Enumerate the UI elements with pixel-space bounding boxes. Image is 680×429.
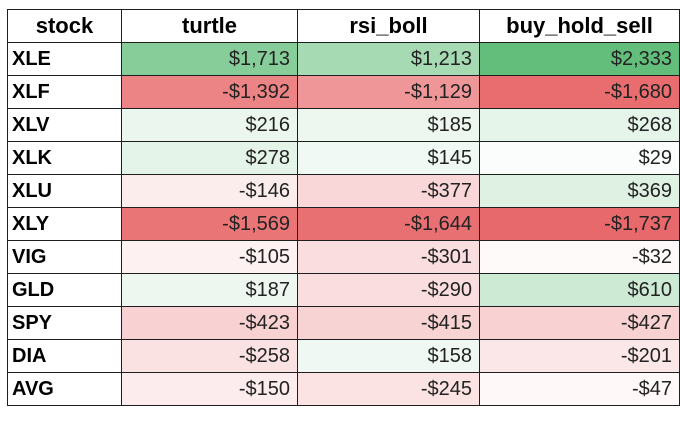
value-cell-buy-hold-sell[interactable]: $268 <box>479 108 680 142</box>
value-cell-buy-hold-sell[interactable]: $2,333 <box>479 42 680 76</box>
value-cell-buy-hold-sell[interactable]: -$1,737 <box>479 207 680 241</box>
value-cell-buy-hold-sell[interactable]: -$427 <box>479 306 680 340</box>
table-body: XLE $1,713 $1,213 $2,333 XLF -$1,392 -$1,129 -$… <box>7 42 680 406</box>
spreadsheet-region: stock turtle rsi_boll buy_hold_sell XLE $… <box>7 9 680 406</box>
stock-cell[interactable]: XLK <box>7 141 122 175</box>
table-row: SPY -$423 -$415 -$427 <box>7 306 680 340</box>
value-cell-rsi-boll[interactable]: -$290 <box>297 273 480 307</box>
value-cell-rsi-boll[interactable]: -$245 <box>297 372 480 406</box>
stock-cell[interactable]: DIA <box>7 339 122 373</box>
table-row: DIA -$258 $158 -$201 <box>7 339 680 373</box>
value-cell-turtle[interactable]: -$105 <box>121 240 298 274</box>
returns-table: stock turtle rsi_boll buy_hold_sell XLE $… <box>7 9 680 406</box>
value-cell-buy-hold-sell[interactable]: $369 <box>479 174 680 208</box>
stock-cell[interactable]: XLF <box>7 75 122 109</box>
value-cell-turtle[interactable]: -$146 <box>121 174 298 208</box>
table-row: XLV $216 $185 $268 <box>7 108 680 142</box>
table-row: XLK $278 $145 $29 <box>7 141 680 175</box>
table-row: XLU -$146 -$377 $369 <box>7 174 680 208</box>
value-cell-turtle[interactable]: -$150 <box>121 372 298 406</box>
value-cell-turtle[interactable]: $1,713 <box>121 42 298 76</box>
header-buy-hold-sell[interactable]: buy_hold_sell <box>479 9 680 43</box>
stock-cell[interactable]: XLV <box>7 108 122 142</box>
value-cell-rsi-boll[interactable]: $158 <box>297 339 480 373</box>
stock-cell[interactable]: SPY <box>7 306 122 340</box>
value-cell-turtle[interactable]: -$1,392 <box>121 75 298 109</box>
value-cell-turtle[interactable]: -$258 <box>121 339 298 373</box>
table-row: GLD $187 -$290 $610 <box>7 273 680 307</box>
header-rsi-boll[interactable]: rsi_boll <box>297 9 480 43</box>
value-cell-rsi-boll[interactable]: -$1,129 <box>297 75 480 109</box>
stock-cell[interactable]: XLE <box>7 42 122 76</box>
value-cell-buy-hold-sell[interactable]: $29 <box>479 141 680 175</box>
table-row: XLF -$1,392 -$1,129 -$1,680 <box>7 75 680 109</box>
value-cell-rsi-boll[interactable]: -$301 <box>297 240 480 274</box>
table-row: XLE $1,713 $1,213 $2,333 <box>7 42 680 76</box>
header-turtle[interactable]: turtle <box>121 9 298 43</box>
stock-cell[interactable]: XLY <box>7 207 122 241</box>
value-cell-turtle[interactable]: -$423 <box>121 306 298 340</box>
value-cell-turtle[interactable]: $187 <box>121 273 298 307</box>
value-cell-rsi-boll[interactable]: $145 <box>297 141 480 175</box>
value-cell-buy-hold-sell[interactable]: -$32 <box>479 240 680 274</box>
table-row: XLY -$1,569 -$1,644 -$1,737 <box>7 207 680 241</box>
value-cell-rsi-boll[interactable]: $1,213 <box>297 42 480 76</box>
value-cell-rsi-boll[interactable]: -$377 <box>297 174 480 208</box>
value-cell-buy-hold-sell[interactable]: -$201 <box>479 339 680 373</box>
value-cell-turtle[interactable]: $278 <box>121 141 298 175</box>
value-cell-turtle[interactable]: $216 <box>121 108 298 142</box>
value-cell-buy-hold-sell[interactable]: $610 <box>479 273 680 307</box>
value-cell-rsi-boll[interactable]: $185 <box>297 108 480 142</box>
table-row: VIG -$105 -$301 -$32 <box>7 240 680 274</box>
value-cell-rsi-boll[interactable]: -$1,644 <box>297 207 480 241</box>
header-stock[interactable]: stock <box>7 9 122 43</box>
value-cell-rsi-boll[interactable]: -$415 <box>297 306 480 340</box>
value-cell-buy-hold-sell[interactable]: -$1,680 <box>479 75 680 109</box>
value-cell-turtle[interactable]: -$1,569 <box>121 207 298 241</box>
stock-cell[interactable]: VIG <box>7 240 122 274</box>
table-row: AVG -$150 -$245 -$47 <box>7 372 680 406</box>
stock-cell[interactable]: GLD <box>7 273 122 307</box>
stock-cell[interactable]: XLU <box>7 174 122 208</box>
value-cell-buy-hold-sell[interactable]: -$47 <box>479 372 680 406</box>
header-row: stock turtle rsi_boll buy_hold_sell <box>7 9 680 43</box>
stock-cell[interactable]: AVG <box>7 372 122 406</box>
